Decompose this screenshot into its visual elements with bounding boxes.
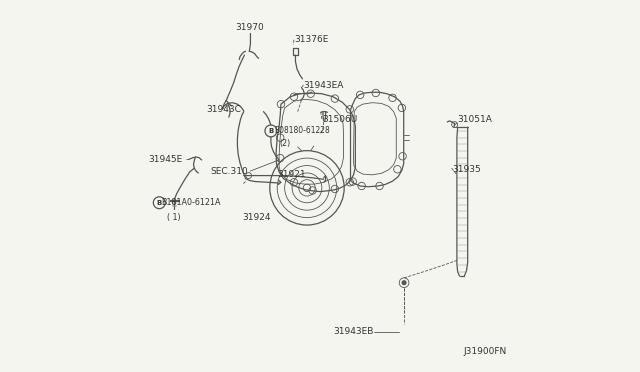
Text: 31943EA: 31943EA <box>303 81 344 90</box>
Text: 31943EB: 31943EB <box>333 327 374 336</box>
Text: 31921: 31921 <box>277 170 306 179</box>
Text: 31935: 31935 <box>452 165 481 174</box>
Text: B: B <box>268 128 273 134</box>
Text: J31900FN: J31900FN <box>464 347 507 356</box>
Text: ( 1): ( 1) <box>168 213 181 222</box>
Text: 31051A: 31051A <box>458 115 493 124</box>
Text: (2): (2) <box>279 139 291 148</box>
Text: 31970: 31970 <box>235 23 264 32</box>
Text: 31376E: 31376E <box>294 35 328 44</box>
Text: SEC.310: SEC.310 <box>211 167 248 176</box>
Text: 31945E: 31945E <box>148 155 182 164</box>
Text: 31506U: 31506U <box>322 115 357 124</box>
Text: 31924: 31924 <box>243 213 271 222</box>
Text: B08180-61228: B08180-61228 <box>275 126 330 135</box>
Text: 31943C: 31943C <box>206 105 241 114</box>
Text: B: B <box>157 200 162 206</box>
Text: B181A0-6121A: B181A0-6121A <box>161 198 220 207</box>
Circle shape <box>402 281 406 285</box>
